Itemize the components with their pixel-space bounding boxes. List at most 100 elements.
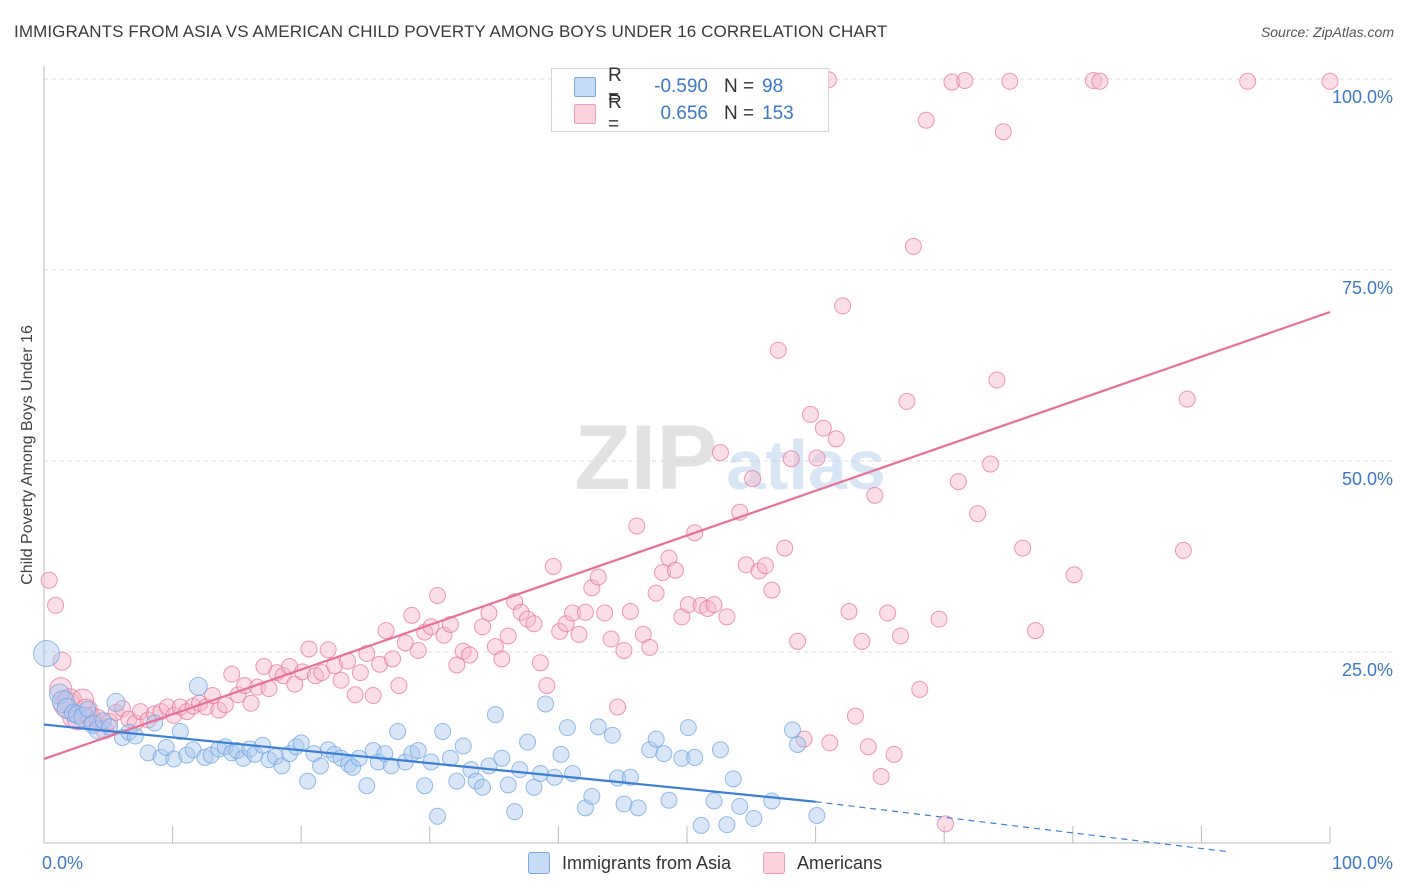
americans-point [1027,622,1045,640]
americans-point [769,341,787,359]
americans-point [981,455,999,473]
americans-point [564,604,582,622]
americans-point [242,694,260,712]
americans-point [602,630,620,648]
americans-point [480,604,498,622]
asia-point [660,791,678,809]
americans-point [525,615,543,633]
americans-point [621,603,639,621]
asia-point [448,772,466,790]
americans-point [461,646,479,664]
americans-point [801,405,819,423]
asia-point [94,712,112,730]
americans-point [628,517,646,535]
r-label: R = [608,92,622,135]
americans-point [969,505,987,523]
americans-point [834,297,852,315]
asia-point [718,816,736,834]
legend-label-americans: Americans [797,852,883,873]
americans-point [609,698,627,716]
americans-point [474,618,492,636]
americans-point [853,632,871,650]
y-tick-label: 100.0% [1332,87,1393,107]
y-axis-label: Child Poverty Among Boys Under 16 [19,325,36,585]
americans-point [358,645,376,663]
americans-point [647,584,665,602]
americans-point [512,603,530,621]
americans-point [390,677,408,695]
americans-point [988,371,1006,389]
legend-row-asia: R = -0.590 N = 98 [574,65,783,108]
x-tick-label: 0.0% [42,853,83,873]
americans-point [429,586,447,604]
asia-point [655,745,673,763]
asia-point [686,748,704,766]
asia-point [467,772,485,790]
axes [43,66,1331,844]
asia-point [292,734,310,752]
americans-point [904,237,922,255]
americans-point [596,604,614,622]
asia-point [486,706,504,724]
asia-point [705,792,723,810]
asia-point [358,777,376,795]
americans-point [499,627,517,645]
watermark-zip: ZIP [574,407,717,509]
americans-point [1174,541,1192,559]
asia-point [629,799,647,817]
legend-label-asia: Immigrants from Asia [562,852,732,873]
asia-point [165,750,183,768]
asia-point [474,778,492,796]
americans-point [435,626,453,644]
asia-point [454,737,472,755]
asia-point [416,777,434,795]
asia-point [196,748,214,766]
asia-point [789,735,807,753]
americans-point [885,745,903,763]
asia-point [56,698,78,720]
americans-point [47,596,65,614]
legend-swatch-americans [763,852,786,874]
legend-swatch-asia [574,77,596,97]
series-americans-points [40,71,1339,833]
asia-point [745,810,763,828]
americans-point [679,596,697,614]
asia-point [783,721,801,739]
n-label: N = [724,103,755,124]
americans-point [917,111,935,129]
r-label: R = [608,65,622,108]
americans-point [1091,72,1109,90]
legend-swatch-americans [574,104,596,124]
americans-point [956,72,974,90]
asia-point [525,778,543,796]
americans-point [1084,72,1102,90]
americans-point [583,579,601,597]
americans-point [576,603,594,621]
americans-point [441,615,459,633]
n-value-americans: 153 [762,103,794,124]
americans-point [789,632,807,650]
americans-point [776,539,794,557]
legend-item-asia[interactable]: Immigrants from Asia [528,852,731,874]
americans-point [557,615,575,633]
asia-point [389,722,407,740]
asia-point [493,749,511,767]
asia-point [273,757,291,775]
americans-point [351,664,369,682]
asia-point [673,749,691,767]
asia-point [583,787,601,805]
asia-point [537,695,555,713]
americans-point [531,654,549,672]
asia-point [763,792,781,810]
americans-point [879,604,897,622]
americans-point [371,655,389,673]
americans-point [943,73,961,91]
americans-point [448,656,466,674]
asia-point [511,761,529,779]
legend-item-americans[interactable]: Americans [763,852,882,874]
trend-line-asia [43,723,816,803]
americans-point [718,608,736,626]
americans-point [319,641,337,659]
americans-point [859,738,877,756]
americans-point [332,671,350,689]
